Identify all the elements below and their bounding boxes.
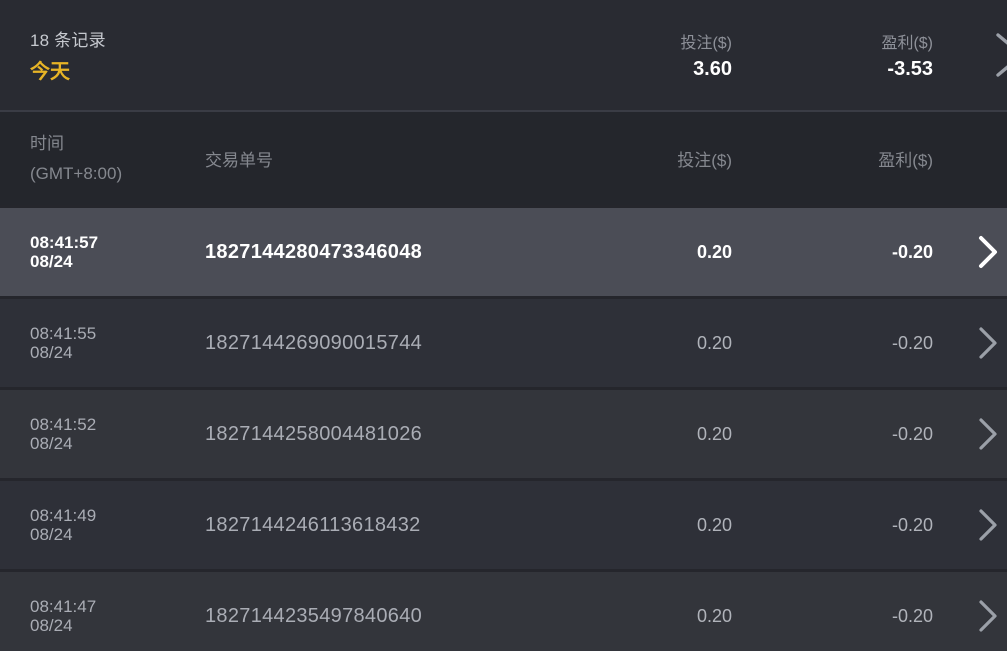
table-row[interactable]: 08:41:57 08/24 1827144280473346048 0.20 … [0, 208, 1007, 296]
row-order-id: 1827144280473346048 [205, 240, 423, 263]
row-order-id: 1827144269090015744 [205, 331, 423, 354]
row-order-id: 1827144246113618432 [205, 513, 421, 536]
column-header-profit: 盈利($) [878, 151, 933, 170]
summary-bet-label: 投注($) [680, 35, 732, 52]
row-order-id: 1827144235497840640 [205, 604, 423, 627]
column-header-order-id: 交易单号 [205, 151, 273, 170]
row-profit-value: -0.20 [891, 423, 933, 444]
row-time: 08:41:57 08/24 [30, 233, 99, 271]
summary-profit-stat: 盈利($) -3.53 [732, 29, 933, 81]
table-row[interactable]: 08:41:55 08/24 1827144269090015744 0.20 … [0, 299, 1007, 387]
records-list: 08:41:57 08/24 1827144280473346048 0.20 … [0, 205, 1007, 651]
summary-profit-label: 盈利($) [881, 35, 933, 52]
summary-bet-stat: 投注($) 3.60 [582, 29, 732, 81]
row-bet-value: 0.20 [696, 332, 732, 353]
column-header-bet: 投注($) [677, 151, 732, 170]
row-profit-value: -0.20 [891, 241, 933, 262]
row-order-id: 1827144258004481026 [205, 422, 423, 445]
row-time: 08:41:49 08/24 [30, 506, 97, 544]
row-bet-value: 0.20 [696, 241, 732, 262]
row-profit-value: -0.20 [891, 332, 933, 353]
summary-profit-value: -3.53 [887, 58, 933, 80]
chevron-right-icon[interactable] [977, 507, 999, 543]
table-row[interactable]: 08:41:47 08/24 1827144235497840640 0.20 … [0, 572, 1007, 651]
table-column-header: 时间 (GMT+8:00) 交易单号 投注($) 盈利($) [0, 110, 1007, 205]
row-bet-value: 0.20 [696, 605, 732, 626]
summary-header[interactable]: 18 条记录 今天 投注($) 3.60 盈利($) -3.53 [0, 0, 1007, 110]
chevron-right-icon[interactable] [977, 325, 999, 361]
row-bet-value: 0.20 [696, 423, 732, 444]
column-header-time: 时间 (GMT+8:00) [30, 133, 123, 183]
row-time: 08:41:55 08/24 [30, 324, 97, 362]
chevron-right-icon[interactable] [992, 31, 1007, 79]
chevron-right-icon[interactable] [977, 598, 999, 634]
row-profit-value: -0.20 [891, 605, 933, 626]
period-label: 今天 [30, 61, 70, 83]
table-row[interactable]: 08:41:52 08/24 1827144258004481026 0.20 … [0, 390, 1007, 478]
chevron-right-icon[interactable] [977, 234, 999, 270]
row-profit-value: -0.20 [891, 514, 933, 535]
row-bet-value: 0.20 [696, 514, 732, 535]
table-row[interactable]: 08:41:49 08/24 1827144246113618432 0.20 … [0, 481, 1007, 569]
row-time: 08:41:52 08/24 [30, 415, 97, 453]
summary-period-block: 18 条记录 今天 [30, 26, 582, 84]
records-count: 18 条记录 [30, 31, 106, 50]
chevron-right-icon[interactable] [977, 416, 999, 452]
row-time: 08:41:47 08/24 [30, 597, 97, 635]
summary-bet-value: 3.60 [693, 58, 732, 80]
